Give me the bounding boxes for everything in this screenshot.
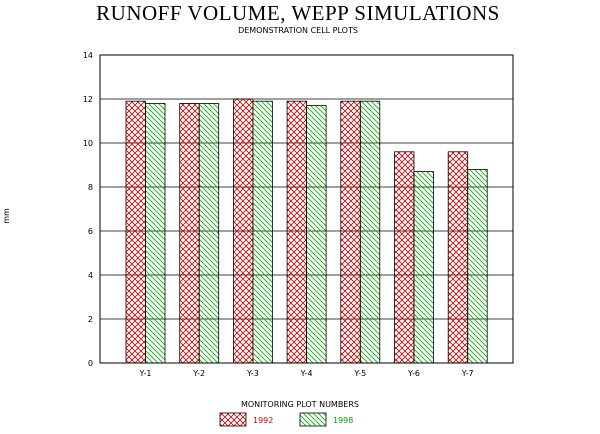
- bar-1992-Y-4: [286, 100, 308, 364]
- x-axis-ticks: Y-1 Y-2 Y-3 Y-4 Y-5 Y-6 Y-7: [139, 369, 474, 378]
- y-tick-label: 4: [88, 271, 93, 280]
- plot-area-frame: [99, 54, 514, 364]
- y-tick-label: 0: [88, 359, 93, 368]
- y-tick-label: 6: [88, 227, 93, 236]
- bar-1992-Y-7: [447, 151, 469, 364]
- legend-label-1992: 1992: [253, 416, 273, 425]
- x-tick-label: Y-5: [353, 369, 366, 378]
- bar-1998-Y-4: [306, 105, 327, 364]
- legend: 1992 1998: [219, 412, 353, 427]
- bar-1992-Y-3: [232, 98, 254, 364]
- chart-title: RUNOFF VOLUME, WEPP SIMULATIONS: [96, 1, 500, 25]
- bar-1998-Y-2: [198, 103, 220, 364]
- x-tick-label: Y-3: [246, 369, 259, 378]
- bar-1998-Y-1: [145, 103, 166, 364]
- y-tick-label: 10: [83, 139, 93, 148]
- bar-1998-Y-3: [252, 100, 273, 364]
- y-tick-label: 8: [88, 183, 93, 192]
- x-tick-label: Y-1: [139, 369, 152, 378]
- bar-1992-Y-5: [340, 100, 361, 364]
- bar-1992-Y-1: [125, 100, 146, 364]
- x-axis-label: MONITORING PLOT NUMBERS: [241, 400, 359, 409]
- x-tick-label: Y-2: [192, 369, 205, 378]
- chart-subtitle: DEMONSTRATION CELL PLOTS: [238, 26, 358, 35]
- bar-1998-Y-5: [359, 100, 381, 364]
- y-tick-label: 12: [83, 95, 93, 104]
- y-axis-ticks: 0 2 4 6 8 10 12 14: [83, 51, 93, 368]
- y-tick-label: 14: [83, 51, 93, 60]
- bar-1992-Y-6: [394, 151, 415, 364]
- bar-1998-Y-6: [413, 171, 434, 364]
- y-axis-label: mm: [2, 208, 11, 224]
- x-tick-label: Y-6: [407, 369, 420, 378]
- bars: [125, 98, 488, 364]
- bar-1998-Y-7: [467, 168, 488, 364]
- x-tick-label: Y-7: [461, 369, 474, 378]
- legend-label-1998: 1998: [333, 416, 353, 425]
- y-tick-label: 2: [88, 315, 93, 324]
- legend-swatch-1998: [299, 412, 327, 427]
- x-tick-label: Y-4: [300, 369, 313, 378]
- bar-1992-Y-2: [179, 103, 200, 364]
- legend-swatch-1992: [219, 412, 247, 427]
